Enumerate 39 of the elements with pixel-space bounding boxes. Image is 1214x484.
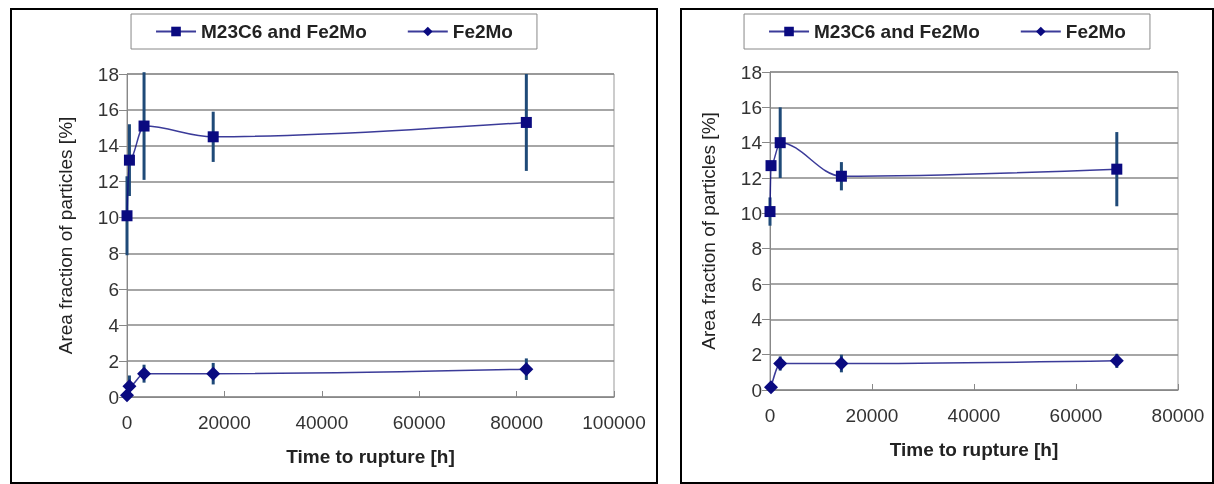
y-tick-label: 4 bbox=[108, 314, 120, 336]
y-tick-label: 16 bbox=[740, 96, 762, 118]
x-axis-title: Time to rupture [h] bbox=[286, 446, 455, 467]
y-tick-label: 18 bbox=[97, 63, 119, 85]
x-tick-label: 100000 bbox=[582, 412, 646, 433]
x-tick-label: 20000 bbox=[845, 405, 899, 426]
legend-label: M23C6 and Fe2Mo bbox=[201, 21, 367, 42]
x-tick-label: 80000 bbox=[490, 412, 544, 433]
y-tick-label: 10 bbox=[740, 202, 762, 224]
y-tick-label: 12 bbox=[97, 171, 119, 193]
y-tick-label: 0 bbox=[108, 386, 119, 408]
y-tick-label: 12 bbox=[740, 167, 762, 189]
x-tick-label: 20000 bbox=[197, 412, 251, 433]
x-tick-label: 60000 bbox=[392, 412, 446, 433]
x-tick-label: 40000 bbox=[295, 412, 349, 433]
y-tick-label: 2 bbox=[108, 350, 119, 372]
x-tick-label: 80000 bbox=[1151, 405, 1205, 426]
y-tick-label: 8 bbox=[108, 242, 119, 264]
y-axis-title: Area fraction of particles [%] bbox=[698, 112, 719, 350]
y-tick-label: 14 bbox=[740, 132, 763, 154]
legend-label: M23C6 and Fe2Mo bbox=[814, 21, 980, 42]
y-tick-label: 6 bbox=[751, 273, 762, 295]
y-tick-label: 10 bbox=[97, 207, 119, 229]
y-axis-title: Area fraction of particles [%] bbox=[55, 116, 76, 355]
y-tick-label: 2 bbox=[751, 344, 762, 366]
y-tick-label: 8 bbox=[751, 238, 762, 260]
y-tick-label: 18 bbox=[740, 61, 762, 83]
x-tick-label: 60000 bbox=[1049, 405, 1103, 426]
x-tick-label: 40000 bbox=[947, 405, 1001, 426]
y-tick-label: 16 bbox=[97, 99, 119, 121]
legend-label: Fe2Mo bbox=[1065, 21, 1126, 42]
y-tick-label: 4 bbox=[751, 308, 763, 330]
y-tick-label: 0 bbox=[751, 379, 762, 401]
x-tick-label: 0 bbox=[764, 405, 776, 426]
y-tick-label: 14 bbox=[97, 135, 120, 157]
x-axis-title: Time to rupture [h] bbox=[889, 439, 1059, 460]
legend-label: Fe2Mo bbox=[452, 21, 513, 42]
x-tick-label: 0 bbox=[121, 412, 133, 433]
y-tick-label: 6 bbox=[108, 278, 119, 300]
